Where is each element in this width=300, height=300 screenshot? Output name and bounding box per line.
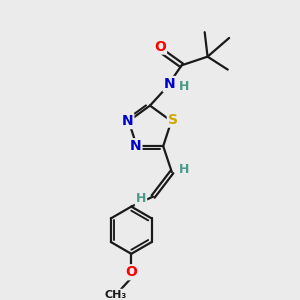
Text: N: N — [164, 77, 175, 91]
Text: S: S — [168, 113, 178, 127]
Text: O: O — [154, 40, 166, 54]
Text: H: H — [178, 80, 189, 93]
Text: O: O — [125, 265, 137, 279]
Text: N: N — [122, 114, 133, 128]
Text: H: H — [136, 192, 146, 206]
Text: CH₃: CH₃ — [104, 290, 127, 300]
Text: H: H — [179, 163, 189, 176]
Text: N: N — [130, 139, 142, 153]
